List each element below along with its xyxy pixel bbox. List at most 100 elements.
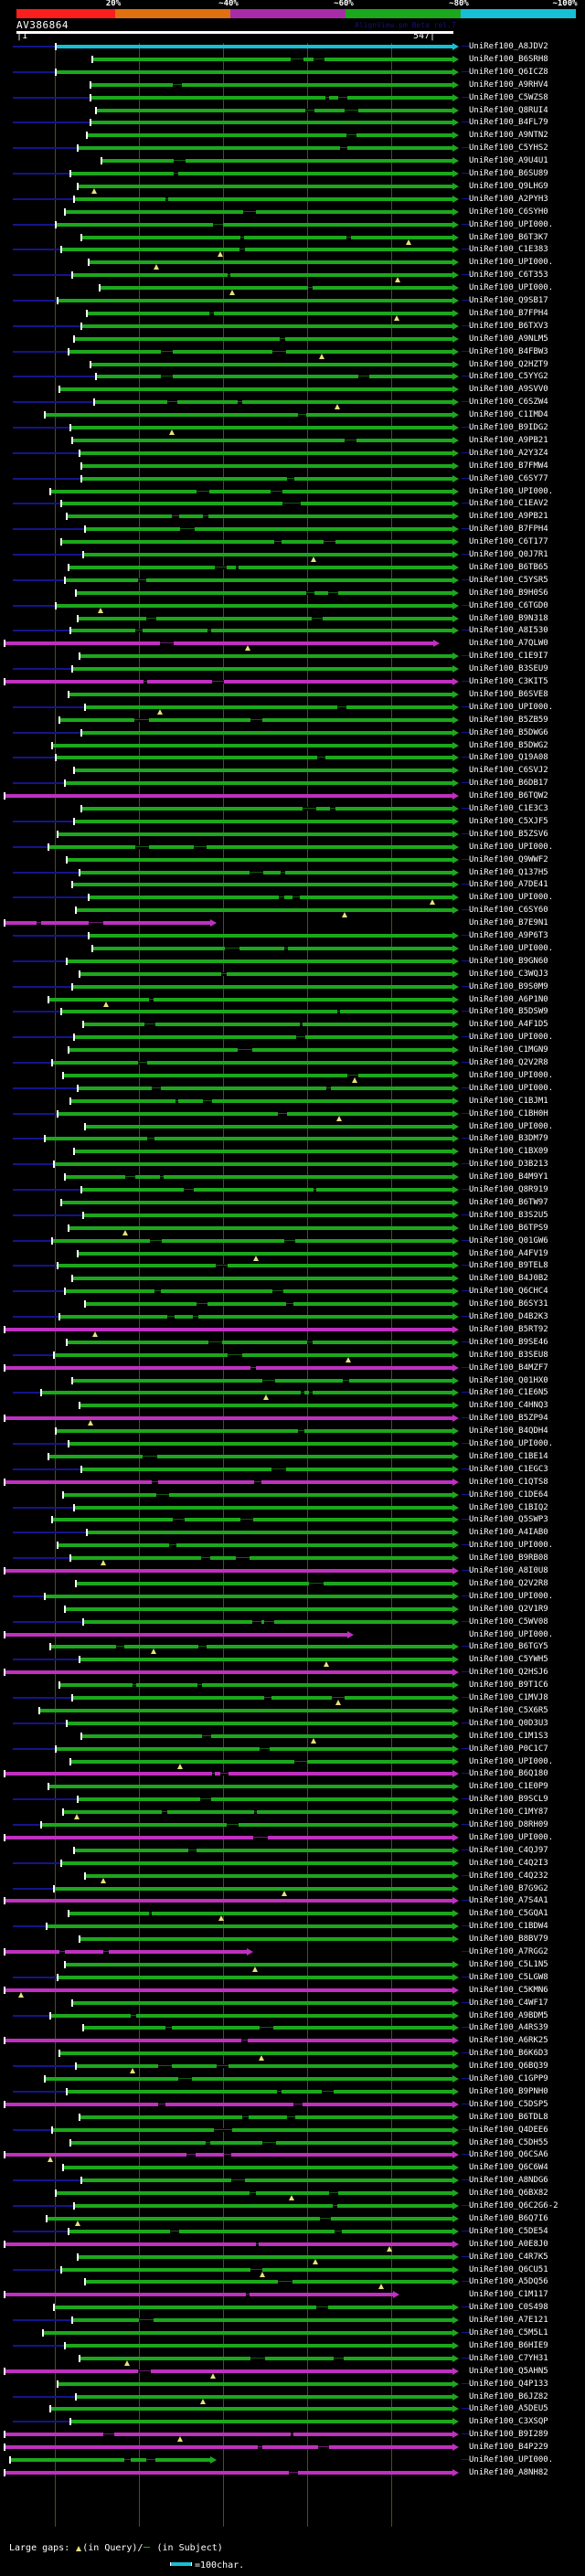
hit-row[interactable]: UniRef100_A8JDV2: [0, 42, 585, 51]
hit-row[interactable]: UniRef100_A7RGG2: [0, 1948, 585, 1956]
hit-label[interactable]: UniRef100_B4FL79: [469, 118, 548, 128]
hit-row[interactable]: UniRef100_C1E9I7: [0, 652, 585, 661]
hit-row[interactable]: UniRef100_B6TQW2: [0, 792, 585, 800]
hit-label[interactable]: UniRef100_C4WF17: [469, 1998, 548, 2008]
hit-alignment-bar[interactable]: [5, 1772, 452, 1776]
hit-row[interactable]: UniRef100_C1BH0H: [0, 1109, 585, 1121]
hit-alignment-bar[interactable]: [71, 172, 452, 175]
hit-alignment-bar[interactable]: [58, 1111, 452, 1116]
hit-label[interactable]: UniRef100_UPI000.: [469, 1121, 554, 1131]
hit-label[interactable]: UniRef100_A6P1N0: [469, 994, 548, 1004]
hit-row[interactable]: UniRef100_A7S4A1: [0, 1897, 585, 1905]
hit-alignment-bar[interactable]: [5, 1670, 452, 1675]
hit-label[interactable]: UniRef100_UPI000.: [469, 486, 554, 496]
hit-row[interactable]: UniRef100_C4R7K5: [0, 2253, 585, 2264]
hit-label[interactable]: UniRef100_Q6BX82: [469, 2189, 548, 2199]
hit-row[interactable]: UniRef100_UPI000.: [0, 284, 585, 296]
hit-label[interactable]: UniRef100_B6TPS9: [469, 1223, 548, 1233]
hit-label[interactable]: UniRef100_B3SEU9: [469, 664, 548, 674]
hit-alignment-bar[interactable]: [71, 2140, 452, 2145]
hit-row[interactable]: UniRef100_C1MVJ8: [0, 1694, 585, 1705]
hit-label[interactable]: UniRef100_C1IMD4: [469, 410, 548, 420]
hit-row[interactable]: UniRef100_Q6C2G6-2: [0, 2202, 585, 2210]
hit-row[interactable]: UniRef100_A8NH82: [0, 2468, 585, 2476]
hit-row[interactable]: UniRef100_Q137H5: [0, 868, 585, 876]
hit-row[interactable]: UniRef100_C5M5L1: [0, 2329, 585, 2337]
hit-row[interactable]: UniRef100_B6TGY5: [0, 1643, 585, 1655]
hit-alignment-bar[interactable]: [80, 2356, 452, 2360]
hit-row[interactable]: UniRef100_Q8RUI4: [0, 106, 585, 114]
hit-row[interactable]: UniRef100_B4P229: [0, 2443, 585, 2453]
hit-alignment-bar[interactable]: [79, 616, 452, 620]
hit-label[interactable]: UniRef100_A9NLM5: [469, 334, 548, 344]
hit-label[interactable]: UniRef100_A5DEU5: [469, 2404, 548, 2414]
hit-row[interactable]: UniRef100_C4HNQ3: [0, 1401, 585, 1411]
hit-label[interactable]: UniRef100_A8JDV2: [469, 42, 548, 51]
hit-row[interactable]: UniRef100_UPI000.: [0, 944, 585, 952]
hit-alignment-bar[interactable]: [69, 1225, 452, 1230]
hit-alignment-bar[interactable]: [42, 1823, 452, 1827]
hit-row[interactable]: UniRef100_A4IAB0: [0, 1529, 585, 1537]
hit-row[interactable]: UniRef100_C1E3C3: [0, 805, 585, 813]
hit-row[interactable]: UniRef100_UPI000.: [0, 2455, 585, 2465]
hit-alignment-bar[interactable]: [82, 1467, 452, 1471]
hit-alignment-bar[interactable]: [68, 857, 452, 862]
hit-alignment-bar[interactable]: [49, 1785, 452, 1789]
hit-row[interactable]: UniRef100_A7E121: [0, 2316, 585, 2325]
hit-row[interactable]: UniRef100_Q6ICZ8: [0, 68, 585, 76]
hit-label[interactable]: UniRef100_Q2V2R8: [469, 1578, 548, 1588]
hit-alignment-bar[interactable]: [79, 1251, 452, 1256]
hit-alignment-bar[interactable]: [62, 248, 452, 252]
hit-label[interactable]: UniRef100_C1E6N5: [469, 1388, 548, 1398]
hit-row[interactable]: UniRef100_C5X6R5: [0, 1706, 585, 1714]
hit-row[interactable]: UniRef100_UPI000.: [0, 1541, 585, 1551]
hit-label[interactable]: UniRef100_B4FBW3: [469, 346, 548, 356]
hit-alignment-bar[interactable]: [80, 1404, 452, 1408]
hit-alignment-bar[interactable]: [71, 426, 452, 429]
hit-label[interactable]: UniRef100_C1BJM1: [469, 1096, 548, 1106]
hit-alignment-bar[interactable]: [86, 527, 452, 532]
hit-label[interactable]: UniRef100_Q5AHN5: [469, 2366, 548, 2376]
hit-label[interactable]: UniRef100_UPI000.: [469, 842, 554, 852]
hit-label[interactable]: UniRef100_A8I0U8: [469, 1566, 548, 1575]
hit-row[interactable]: UniRef100_C3XSQP: [0, 2418, 585, 2426]
hit-alignment-bar[interactable]: [73, 984, 452, 989]
hit-label[interactable]: UniRef100_C4HNQ3: [469, 1401, 548, 1411]
hit-row[interactable]: UniRef100_B9RB08: [0, 1554, 585, 1566]
hit-label[interactable]: UniRef100_A0E8J0: [469, 2239, 548, 2249]
hit-label[interactable]: UniRef100_B8BV79: [469, 1935, 548, 1945]
hit-row[interactable]: UniRef100_C5L1N5: [0, 1960, 585, 1972]
hit-row[interactable]: UniRef100_B4QDH4: [0, 1427, 585, 1436]
hit-row[interactable]: UniRef100_B6TDL8: [0, 2113, 585, 2121]
hit-alignment-bar[interactable]: [82, 807, 452, 811]
hit-alignment-bar[interactable]: [5, 2293, 393, 2297]
hit-label[interactable]: UniRef100_Q2HZT9: [469, 359, 548, 369]
hit-label[interactable]: UniRef100_C6SY77: [469, 473, 548, 483]
hit-label[interactable]: UniRef100_B4P229: [469, 2443, 548, 2453]
hit-label[interactable]: UniRef100_A9PB21: [469, 512, 548, 522]
hit-label[interactable]: UniRef100_UPI000.: [469, 1541, 554, 1551]
hit-alignment-bar[interactable]: [44, 2331, 452, 2335]
hit-alignment-bar[interactable]: [97, 108, 452, 112]
hit-alignment-bar[interactable]: [64, 1810, 452, 1815]
hit-label[interactable]: UniRef100_B9SE46: [469, 1337, 548, 1347]
hit-row[interactable]: UniRef100_B3DM79: [0, 1135, 585, 1143]
hit-row[interactable]: UniRef100_B9IDG2: [0, 424, 585, 435]
hit-row[interactable]: UniRef100_C1EGC3: [0, 1465, 585, 1473]
hit-row[interactable]: UniRef100_A9PB21: [0, 512, 585, 522]
hit-label[interactable]: UniRef100_Q01GW6: [469, 1235, 548, 1246]
hit-label[interactable]: UniRef100_C6SZW4: [469, 398, 548, 408]
hit-alignment-bar[interactable]: [55, 2306, 452, 2310]
hit-row[interactable]: UniRef100_B9SE46: [0, 1337, 585, 1347]
hit-row[interactable]: UniRef100_B6TB65: [0, 563, 585, 571]
hit-alignment-bar[interactable]: [57, 45, 452, 48]
hit-row[interactable]: UniRef100_A8I530: [0, 627, 585, 635]
hit-row[interactable]: UniRef100_C6SY60: [0, 906, 585, 918]
hit-alignment-bar[interactable]: [58, 1975, 452, 1979]
hit-label[interactable]: UniRef100_UPI000.: [469, 1591, 554, 1601]
hit-row[interactable]: UniRef100_A7QLW0: [0, 640, 585, 652]
hit-label[interactable]: UniRef100_Q2V1R9: [469, 1604, 548, 1614]
hit-alignment-bar[interactable]: [68, 1340, 452, 1344]
hit-label[interactable]: UniRef100_UPI000.: [469, 2455, 554, 2465]
hit-row[interactable]: UniRef100_C6T353: [0, 271, 585, 283]
